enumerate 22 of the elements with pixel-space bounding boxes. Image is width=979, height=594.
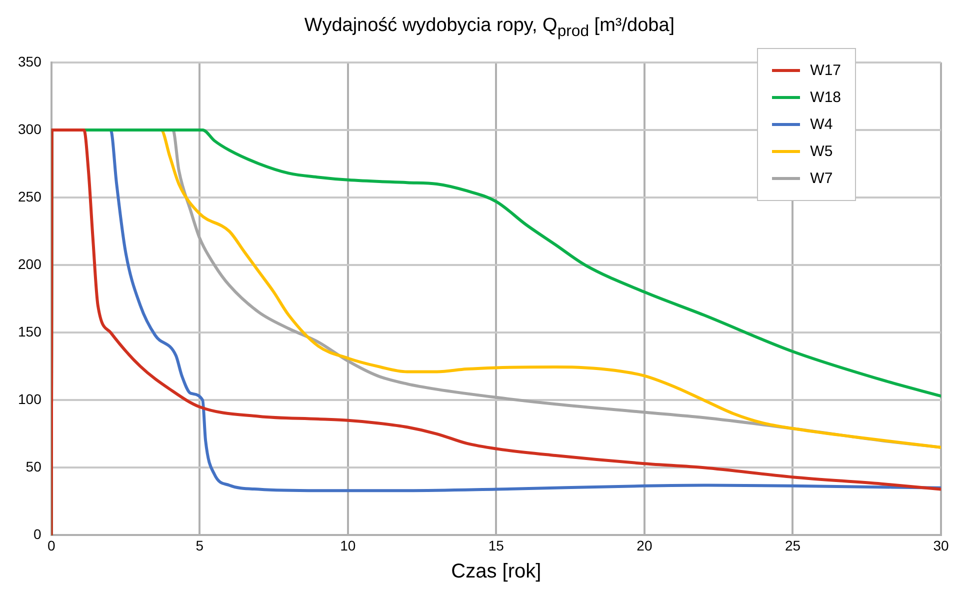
x-tick-label: 25: [784, 537, 801, 554]
legend-label: W17: [810, 62, 841, 79]
y-tick-label: 150: [18, 323, 42, 340]
x-tick-label: 10: [340, 537, 356, 554]
x-tick-label: 30: [933, 537, 949, 554]
y-tick-label: 300: [18, 120, 42, 137]
y-tick-label: 50: [26, 458, 42, 475]
x-tick-label: 20: [636, 537, 652, 554]
y-tick-label: 250: [18, 188, 42, 204]
legend-label: W18: [810, 89, 841, 106]
x-tick-label: 0: [47, 537, 56, 554]
y-tick-label: 0: [34, 526, 42, 542]
chart-title: Wydajność wydobycia ropy, Q$_{prod}$ [m³/doba]: [303, 14, 676, 42]
y-tick-label: 200: [18, 256, 42, 272]
y-tick-label: 100: [18, 390, 42, 407]
legend-label: W5: [810, 143, 833, 160]
x-axis-title: Czas [rok]: [451, 560, 542, 583]
legend-label: W7: [810, 170, 833, 187]
x-tick-label: 5: [196, 537, 204, 554]
x-tick-label: 15: [488, 537, 504, 554]
legend-label: W4: [810, 116, 833, 133]
y-tick-label: 350: [18, 53, 42, 70]
